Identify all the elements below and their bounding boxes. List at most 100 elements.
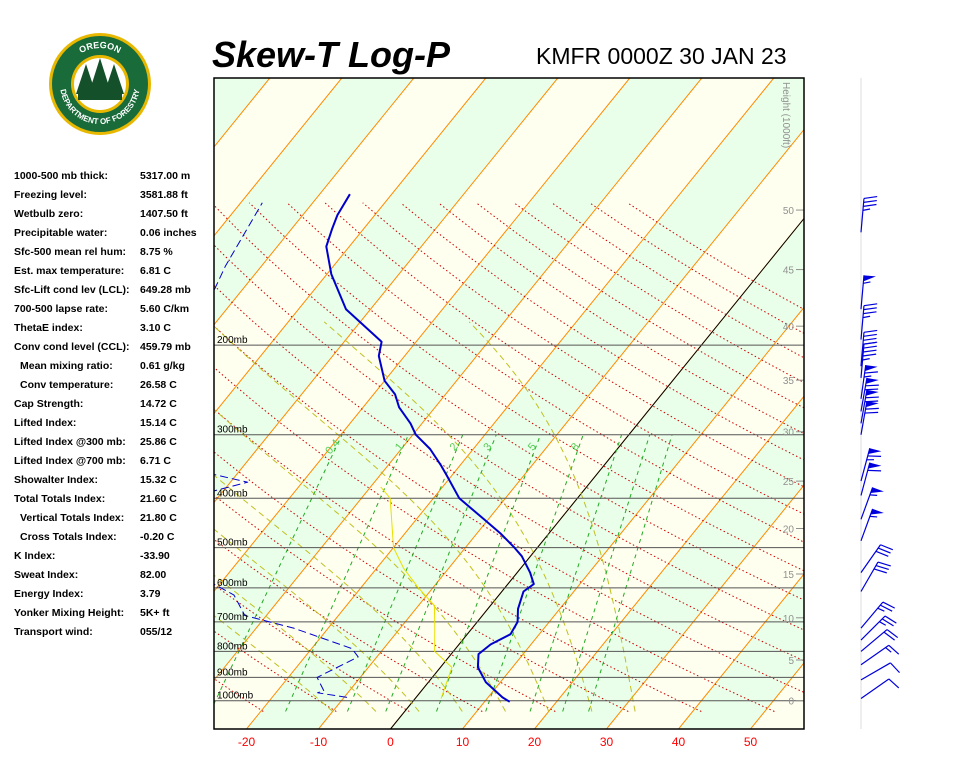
index-value: -0.20 C	[140, 531, 175, 543]
index-value: 21.60 C	[140, 493, 177, 505]
wind-barb	[860, 329, 878, 367]
isobar-label: 200mb	[217, 335, 248, 346]
isobar-label: 800mb	[217, 641, 248, 652]
isotherm-line	[606, 484, 804, 729]
moist-adiabat	[214, 528, 420, 712]
height-tick-label: 0	[788, 697, 794, 708]
index-label: Precipitable water:	[14, 227, 108, 239]
index-value: 21.80 C	[140, 512, 177, 524]
index-row: Lifted Index: 15.14 C	[14, 415, 214, 434]
wind-barb	[860, 644, 900, 666]
index-row: Cross Totals Index: -0.20 C	[14, 529, 214, 548]
index-label: Wetbulb zero:	[14, 208, 84, 220]
mixing-ratio-line	[436, 434, 541, 712]
dry-adiabat	[214, 366, 775, 712]
height-tick-label: 40	[783, 322, 795, 333]
mixing-ratio-line	[385, 434, 497, 712]
x-tick-label: 50	[744, 735, 758, 749]
height-tick-label: 30	[783, 428, 795, 439]
oregon-department-of-forestry-logo: OREGON DEPARTMENT OF FORESTRY	[49, 33, 151, 135]
index-value: 5317.00 m	[140, 170, 191, 182]
index-label: 700-500 lapse rate:	[14, 303, 108, 315]
height-tick-label: 45	[783, 266, 795, 277]
wind-barb	[860, 544, 894, 573]
index-row: Freezing level: 3581.88 ft	[14, 187, 214, 206]
index-row: Sfc-500 mean rel hum: 8.75 %	[14, 244, 214, 263]
dry-adiabat	[214, 244, 804, 631]
wind-barb	[860, 487, 884, 520]
index-value: 15.32 C	[140, 474, 177, 486]
x-tick-label: 40	[672, 735, 686, 749]
index-row: 1000-500 mb thick: 5317.00 m	[14, 168, 214, 187]
wind-barb	[860, 561, 891, 592]
index-label: Vertical Totals Index:	[20, 512, 125, 524]
plot-frame	[213, 77, 805, 730]
isobar-label: 600mb	[217, 578, 248, 589]
wind-barb	[860, 195, 878, 233]
index-value: 25.86 C	[140, 436, 177, 448]
isotherm-band	[0, 78, 126, 729]
dry-adiabat	[214, 494, 556, 712]
index-row: Precipitable water: 0.06 inches	[14, 225, 214, 244]
index-label: Yonker Mixing Height:	[14, 607, 125, 619]
index-row: Mean mixing ratio: 0.61 g/kg	[14, 358, 214, 377]
moist-adiabat	[214, 614, 334, 712]
index-label: Lifted Index @700 mb:	[14, 455, 126, 467]
isotherm-line	[246, 78, 775, 729]
index-row: Showalter Index: 15.32 C	[14, 472, 214, 491]
wind-barb	[860, 601, 896, 629]
isobar-label: 700mb	[217, 612, 248, 623]
x-tick-label: -10	[310, 735, 328, 749]
moist-adiabat	[214, 574, 377, 712]
isobar-label: 400mb	[217, 488, 248, 499]
wind-barb	[860, 389, 879, 424]
index-value: 15.14 C	[140, 417, 177, 429]
index-value: 649.28 mb	[140, 284, 191, 296]
index-row: Total Totals Index: 21.60 C	[14, 491, 214, 510]
height-tick-label: 35	[783, 376, 795, 387]
index-label: ThetaE index:	[14, 322, 83, 334]
dry-adiabat	[214, 538, 483, 712]
isotherm-line	[214, 78, 343, 237]
index-label: Lifted Index @300 mb:	[14, 436, 126, 448]
index-label: Freezing level:	[14, 189, 87, 201]
index-value: 0.61 g/kg	[140, 360, 185, 372]
index-row: Sfc-Lift cond lev (LCL): 649.28 mb	[14, 282, 214, 301]
height-tick-label: 10	[783, 614, 795, 625]
index-row: Est. max temperature: 6.81 C	[14, 263, 214, 282]
index-label: Conv temperature:	[20, 379, 114, 391]
index-row: Transport wind: 055/12	[14, 624, 214, 643]
index-label: Sfc-Lift cond lev (LCL):	[14, 284, 130, 296]
index-label: Total Totals Index:	[14, 493, 106, 505]
dry-adiabat	[214, 204, 804, 601]
wind-barb	[860, 401, 879, 435]
isotherm-line	[318, 128, 804, 729]
index-row: Lifted Index @300 mb: 25.86 C	[14, 434, 214, 453]
chart-title: Skew-T Log-P	[212, 34, 451, 75]
moist-adiabat	[214, 325, 550, 712]
stability-indices-list: 1000-500 mb thick: 5317.00 m Freezing leve…	[14, 168, 214, 643]
index-label: Conv cond level (CCL):	[14, 341, 130, 353]
moist-adiabat	[214, 474, 463, 712]
dry-adiabat	[214, 408, 702, 712]
index-row: Yonker Mixing Height: 5K+ ft	[14, 605, 214, 624]
freezing-isotherm	[390, 217, 804, 729]
plot-area: 0.4 1 2 3 5 8	[0, 78, 804, 729]
wind-barb	[860, 662, 900, 681]
index-row: Wetbulb zero: 1407.50 ft	[14, 206, 214, 225]
index-value: 0.06 inches	[140, 227, 197, 239]
mixing-ratio-line	[346, 434, 464, 712]
x-tick-label: -20	[238, 735, 256, 749]
isotherm-line	[678, 573, 804, 729]
index-value: 1407.50 ft	[140, 208, 188, 220]
isotherm-line	[214, 78, 559, 504]
index-value: 459.79 mb	[140, 341, 191, 353]
isotherm-line	[214, 78, 703, 682]
moist-adiabat	[468, 321, 636, 712]
index-label: Cap Strength:	[14, 398, 84, 410]
wind-barb	[860, 275, 876, 310]
mixing-ratio-line	[485, 434, 584, 712]
index-row: Conv temperature: 26.58 C	[14, 377, 214, 396]
index-row: Lifted Index @700 mb: 6.71 C	[14, 453, 214, 472]
x-tick-label: 30	[600, 735, 614, 749]
